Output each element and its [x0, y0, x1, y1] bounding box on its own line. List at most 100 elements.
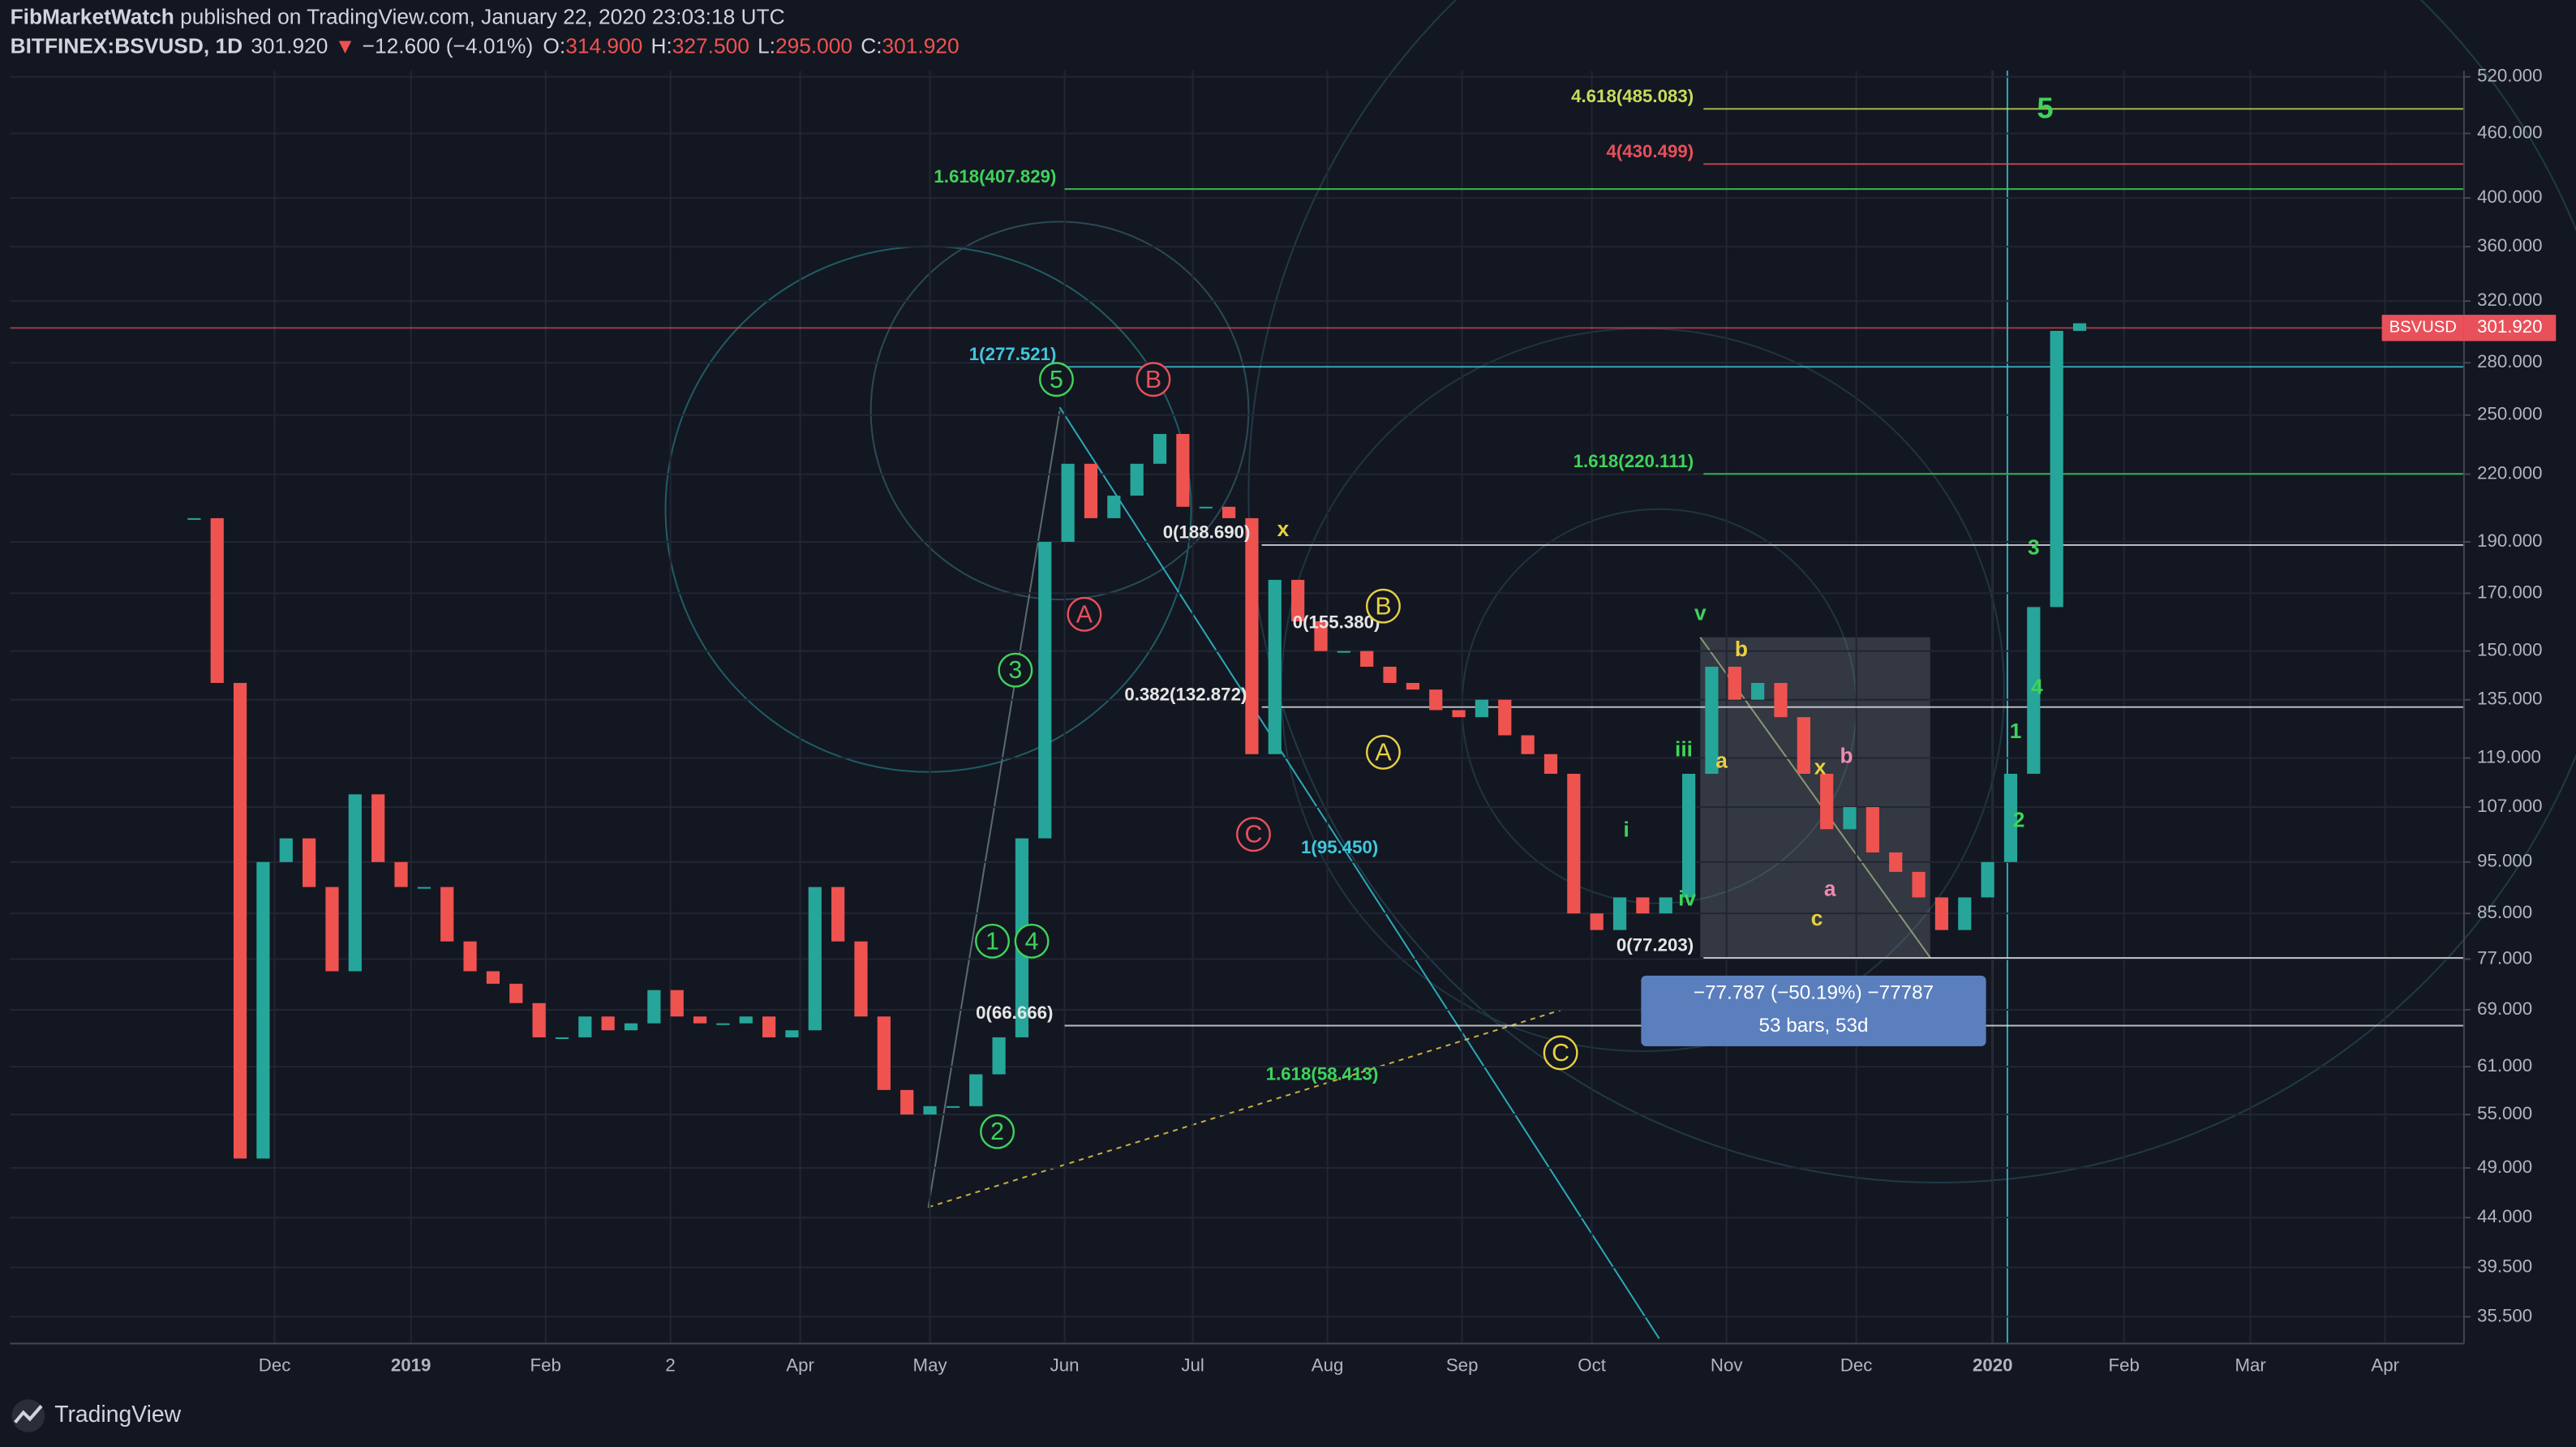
symbol: BITFINEX:BSVUSD, 1D: [11, 34, 243, 58]
candle: [1291, 579, 1305, 621]
wave-label: b: [1735, 637, 1748, 661]
c-label: C:: [861, 34, 882, 58]
candle: [739, 1016, 753, 1024]
fib-level-label: 0(77.203): [1616, 935, 1694, 955]
x-tick-label: Sep: [1446, 1355, 1479, 1376]
wave-label: 5: [1050, 367, 1063, 393]
x-tick-label: May: [913, 1355, 948, 1376]
y-tick-label: 49.000: [2477, 1157, 2532, 1177]
wave-label: 4: [1025, 928, 1039, 955]
candle: [1406, 682, 1419, 690]
candle: [1176, 434, 1190, 507]
wave-label: 1: [985, 928, 999, 955]
candle: [670, 990, 684, 1017]
candle: [1543, 754, 1558, 775]
y-tick-label: 69.000: [2477, 998, 2532, 1019]
price-tag-value-box: [2463, 315, 2557, 341]
candle: [1612, 897, 1627, 930]
candle: [1728, 666, 1741, 700]
candle: [303, 838, 316, 887]
candle: [394, 861, 408, 887]
fib-level-label: 0(188.690): [1163, 522, 1251, 543]
x-tick-label: Mar: [2235, 1355, 2266, 1376]
y-tick-label: 107.000: [2477, 796, 2543, 816]
candle: [693, 1016, 707, 1024]
candle: [417, 887, 431, 889]
candle: [647, 990, 661, 1024]
fib-level-label: 1.618(407.829): [934, 166, 1056, 187]
y-tick-label: 119.000: [2477, 746, 2541, 766]
y-tick-label: 460.000: [2477, 122, 2543, 142]
candle: [1934, 897, 1949, 930]
candle: [946, 1106, 960, 1108]
candle: [762, 1016, 776, 1037]
candle: [1705, 666, 1719, 775]
candle: [900, 1089, 914, 1115]
measure-label-box: [1641, 975, 1986, 1046]
candle: [1475, 699, 1489, 718]
y-tick-label: 55.000: [2477, 1103, 2532, 1123]
x-tick-label: 2020: [1973, 1355, 2013, 1376]
candle: [601, 1016, 615, 1031]
l-label: L:: [758, 34, 775, 58]
y-tick-label: 61.000: [2477, 1055, 2532, 1076]
candle: [831, 887, 845, 942]
fib-level-label: 1(95.450): [1301, 837, 1378, 857]
candle: [279, 838, 293, 862]
wave-label: 5: [2037, 91, 2053, 124]
measure-text: −77.787 (−50.19%) −77787: [1694, 982, 1934, 1004]
fib-circle: [869, 221, 1250, 601]
candle: [233, 682, 247, 1159]
candle: [325, 887, 339, 972]
fib-level-label: 1.618(58.413): [1266, 1064, 1379, 1084]
last: 301.920: [251, 34, 328, 58]
y-tick-label: 39.500: [2477, 1256, 2532, 1276]
x-tick-label: Jul: [1181, 1355, 1204, 1376]
y-tick-label: 150.000: [2477, 640, 2543, 660]
y-tick-label: 190.000: [2477, 530, 2543, 551]
change: −12.600 (−4.01%): [363, 34, 534, 58]
candle: [440, 887, 454, 942]
c: 301.920: [882, 34, 960, 58]
candle: [1084, 463, 1098, 518]
candle: [1590, 913, 1604, 930]
candle: [1107, 496, 1121, 518]
candle: [2072, 323, 2087, 331]
fib-circle: [1247, 0, 2576, 1183]
wave-label: a: [1715, 749, 1728, 773]
fib-level-label: 0.382(132.872): [1124, 684, 1247, 704]
l: 295.000: [775, 34, 852, 58]
candle: [532, 1003, 546, 1037]
candle: [716, 1023, 730, 1025]
footer-brand: TradingView: [54, 1402, 181, 1428]
wave-label: C: [1552, 1040, 1569, 1067]
wave-label: iv: [1678, 887, 1696, 911]
candle: [1958, 897, 1972, 930]
fib-level-label: 4.618(485.083): [1571, 86, 1694, 106]
candle: [2003, 774, 2018, 862]
wave-circle: [980, 1114, 1015, 1149]
candle: [1314, 620, 1328, 651]
candle: [1199, 506, 1213, 509]
x-tick-label: Feb: [2109, 1355, 2140, 1376]
x-tick-label: Apr: [786, 1355, 814, 1376]
candle: [1360, 651, 1374, 667]
x-tick-label: Oct: [1578, 1355, 1606, 1376]
candle: [555, 1037, 569, 1039]
wave-label: A: [1375, 739, 1392, 766]
x-tick-label: 2019: [391, 1355, 431, 1376]
h: 327.500: [672, 34, 749, 58]
y-tick-label: 220.000: [2477, 462, 2543, 483]
candle: [785, 1030, 799, 1037]
price-tag-symbol: BSVUSD: [2389, 319, 2457, 337]
candle: [624, 1023, 638, 1031]
candle: [992, 1037, 1006, 1075]
candle: [1797, 717, 1810, 775]
x-tick-label: Apr: [2371, 1355, 2399, 1376]
ohlc-line: BITFINEX:BSVUSD, 1D 301.920 ▼ −12.600 (−4.0…: [11, 34, 960, 58]
candle: [1751, 682, 1765, 700]
candle: [1636, 897, 1650, 914]
wave-label: iii: [1675, 736, 1693, 761]
fib-level-label: 0(155.380): [1293, 612, 1380, 632]
candle: [1337, 651, 1350, 653]
